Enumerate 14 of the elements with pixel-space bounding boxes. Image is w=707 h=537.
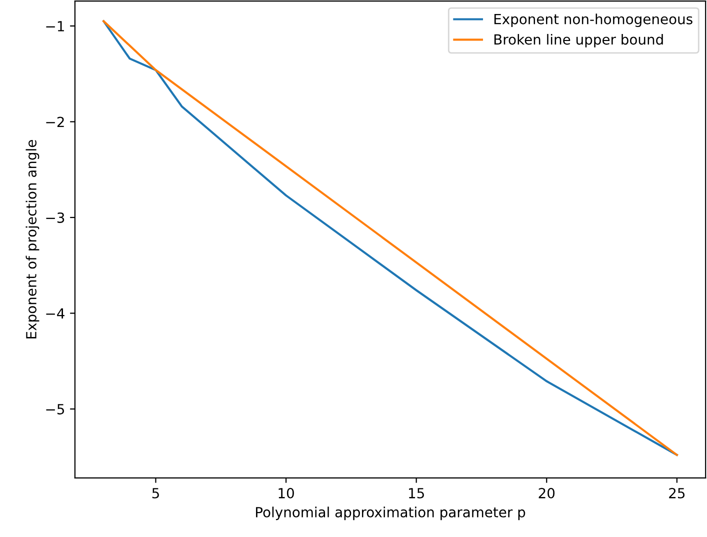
x-tick-label: 20 (538, 488, 555, 498)
x-axis-title: Polynomial approximation parameter p (256, 506, 526, 520)
y-tick-label: −3 (46, 212, 64, 223)
y-axis-title: Exponent of projection angle (26, 140, 40, 338)
x-tick-label: 5 (152, 488, 159, 498)
x-tick-label: 25 (669, 488, 685, 498)
legend-label: Broken line upper bound (494, 34, 663, 48)
y-tick-label: −1 (46, 21, 64, 32)
y-tick-label: −5 (46, 404, 64, 414)
x-tick-label: 15 (409, 488, 424, 498)
x-tick-label: 10 (278, 488, 294, 498)
y-tick-label: −4 (46, 308, 64, 319)
legend-label: Exponent non-homogeneous (494, 14, 692, 28)
y-tick-label: −2 (46, 116, 64, 127)
